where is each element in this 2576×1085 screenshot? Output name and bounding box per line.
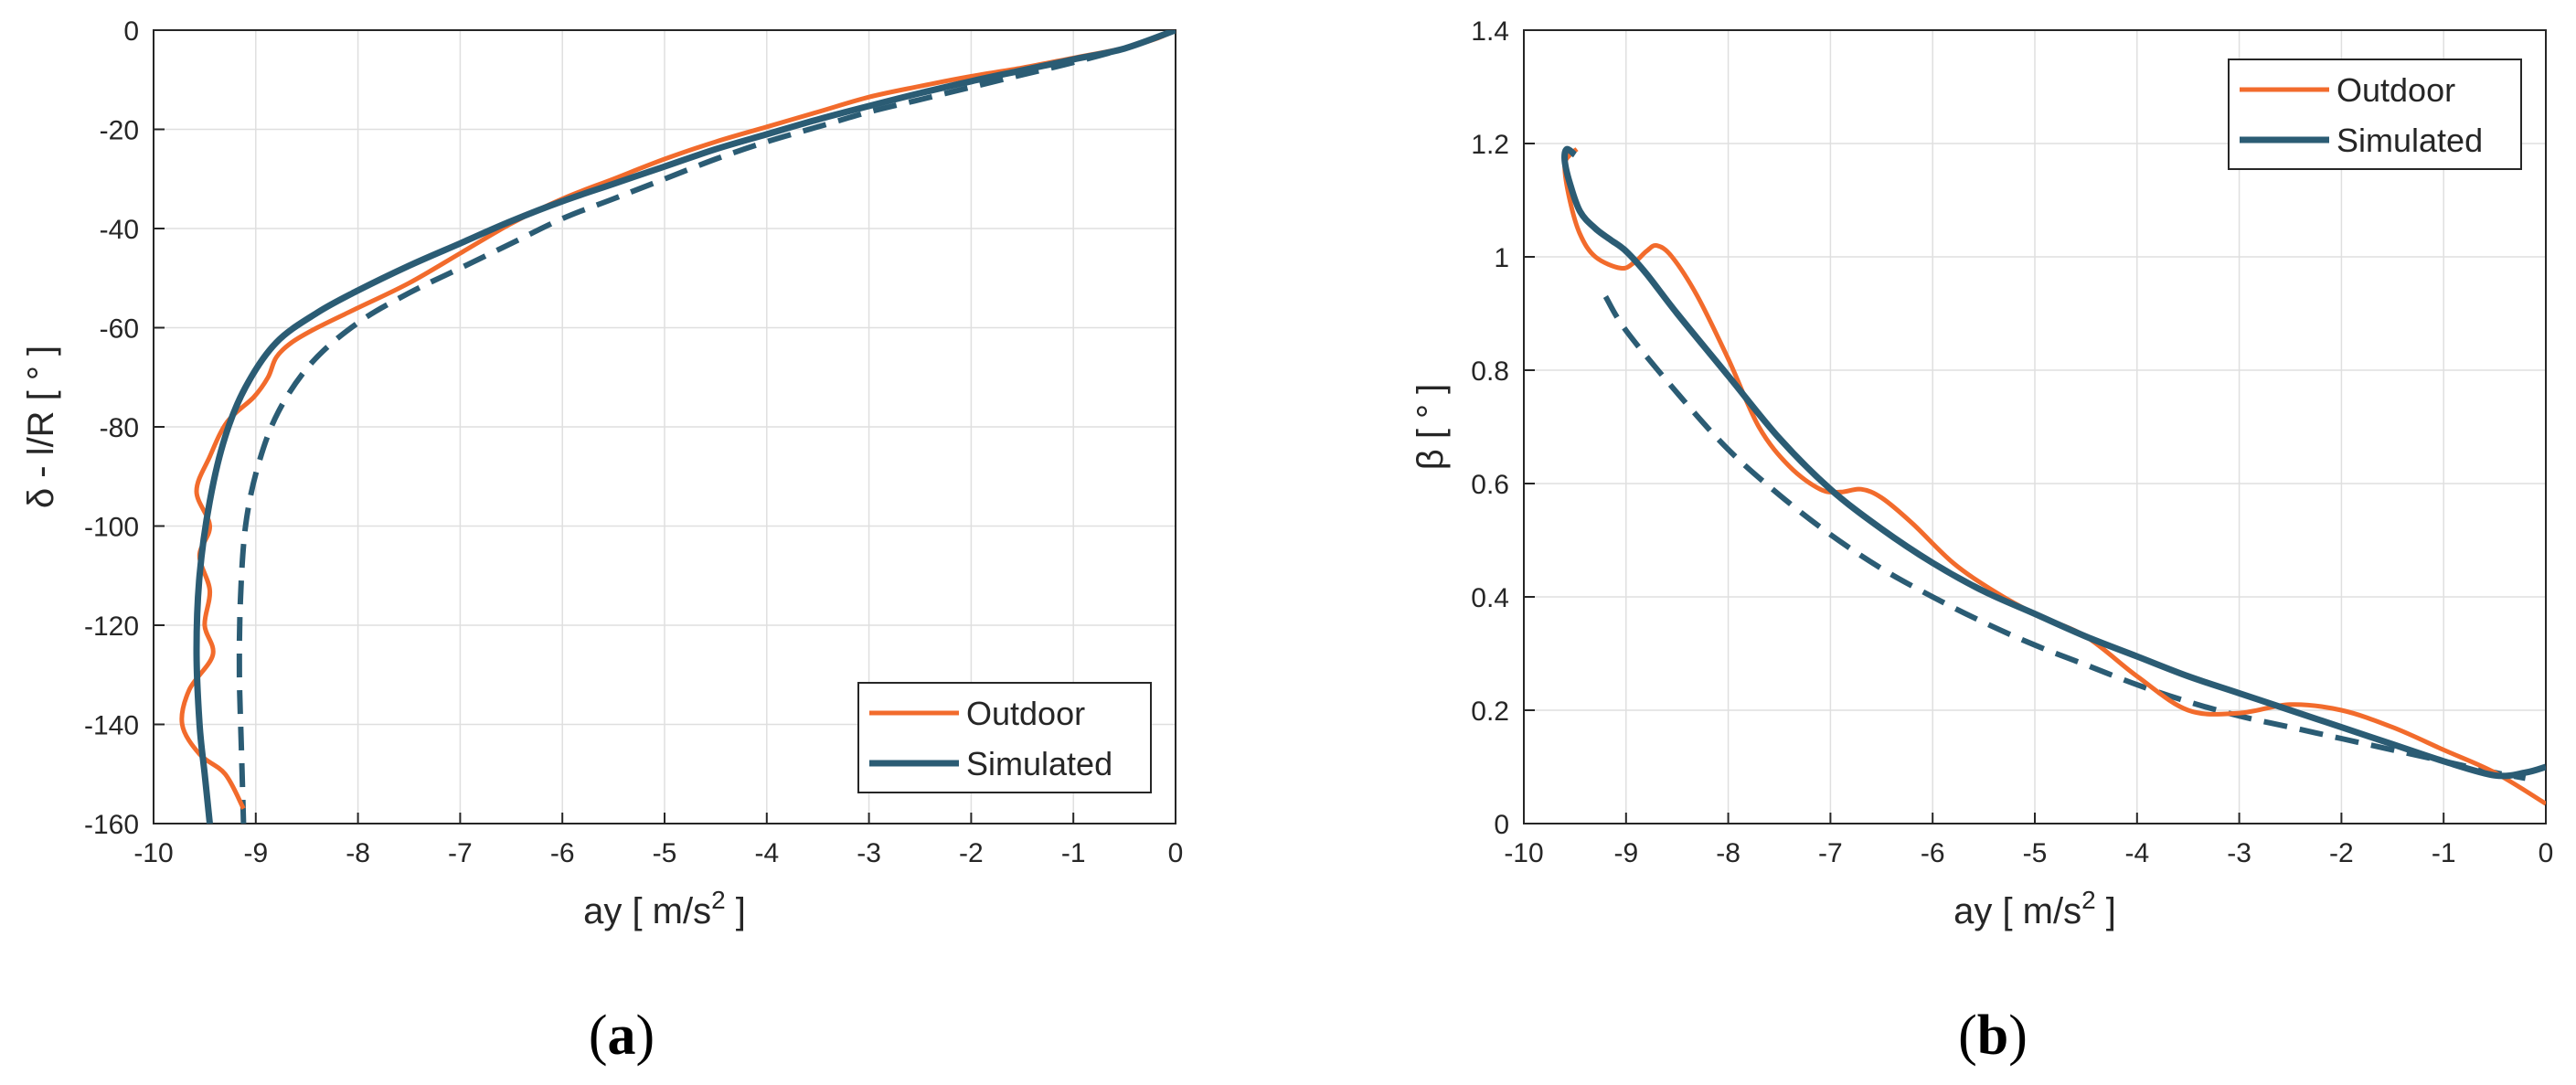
- subfigure-label-letter: a: [608, 1005, 636, 1067]
- y-tick-label: -60: [100, 314, 139, 345]
- x-tick-label: -9: [1613, 838, 1638, 868]
- y-tick-label: 0.8: [1471, 356, 1509, 387]
- x-tick-label: -7: [448, 838, 473, 868]
- x-tick-label: -2: [2329, 838, 2354, 868]
- y-tick-label: 0: [1494, 810, 1509, 840]
- y-axis-label: δ - l/R [ ° ]: [21, 346, 61, 508]
- x-tick-label: -6: [1921, 838, 1945, 868]
- x-tick-label: -4: [754, 838, 779, 868]
- x-tick-label: -1: [1061, 838, 1086, 868]
- subfigure-label-close: ): [636, 1005, 655, 1067]
- legend-label-outdoor: Outdoor: [966, 695, 1085, 732]
- x-tick-label: -3: [857, 838, 881, 868]
- subfigure-label-close: ): [2008, 1005, 2028, 1067]
- y-tick-label: -40: [100, 215, 139, 245]
- x-axis-label: ay [ m/s2 ]: [583, 886, 746, 931]
- x-axis-label-superscript: 2: [711, 886, 726, 914]
- x-tick-label: -5: [2023, 838, 2048, 868]
- y-tick-label: 1: [1494, 243, 1509, 273]
- subfigure-label-open: (: [1958, 1005, 1977, 1067]
- x-tick-label: -2: [959, 838, 984, 868]
- series-line-simulated: [193, 30, 1176, 824]
- chart-panel-a: -10 -9 -8 -7 -6 -5 -4 -3 -2 -1 0-160-140-120-100-8…: [21, 16, 1183, 1067]
- x-tick-label: -1: [2432, 838, 2456, 868]
- x-tick-label: 0: [2539, 838, 2554, 868]
- y-tick-label: -140: [84, 711, 139, 741]
- x-tick-label: -10: [133, 838, 173, 868]
- y-tick-label: 0: [123, 16, 139, 47]
- y-tick-label: 0.4: [1471, 583, 1509, 613]
- x-axis-label-main: ay [ m/s: [1953, 891, 2081, 931]
- series-line-outdoor: [179, 30, 1176, 810]
- ticks: -10 -9 -8 -7 -6 -5 -4 -3 -2 -1 000.20.40.60.811.21…: [1471, 16, 2553, 868]
- x-axis-label-main: ay [ m/s: [583, 891, 711, 931]
- x-axis-label-tail: ]: [2096, 891, 2116, 931]
- y-tick-label: -80: [100, 413, 139, 443]
- y-tick-label: 0.2: [1471, 697, 1509, 727]
- x-axis-label-superscript: 2: [2081, 886, 2096, 914]
- legend-label-outdoor: Outdoor: [2336, 71, 2455, 109]
- y-tick-label: 0.6: [1471, 470, 1509, 500]
- x-tick-label: -8: [1716, 838, 1740, 868]
- legend-label-simulated: Simulated: [2336, 122, 2483, 159]
- subfigure-label-open: (: [589, 1005, 608, 1067]
- subfigure-label: (b): [1958, 1005, 2028, 1067]
- x-tick-label: -9: [243, 838, 268, 868]
- series-line-simulated-dashed: [1602, 294, 2527, 782]
- legend: Outdoor Simulated: [2228, 59, 2522, 170]
- x-tick-label: -10: [1504, 838, 1543, 868]
- subfigure-label: (a): [589, 1005, 655, 1067]
- x-tick-label: -7: [1818, 838, 1843, 868]
- legend-box: [857, 682, 1152, 793]
- series-line-simulated-dashed: [236, 30, 1176, 824]
- y-tick-label: 1.2: [1471, 130, 1509, 160]
- x-tick-label: -3: [2227, 838, 2251, 868]
- series-group: [179, 30, 1176, 824]
- subfigure-label-letter: b: [1977, 1005, 2008, 1067]
- x-tick-label: -5: [653, 838, 677, 868]
- x-tick-label: -4: [2124, 838, 2149, 868]
- legend: Outdoor Simulated: [857, 682, 1152, 793]
- ticks: -10 -9 -8 -7 -6 -5 -4 -3 -2 -1 0-160-140-120-100-8…: [84, 16, 1183, 868]
- y-tick-label: -160: [84, 810, 139, 840]
- chart-panel-b: -10 -9 -8 -7 -6 -5 -4 -3 -2 -1 000.20.40.60.811.21…: [1410, 16, 2553, 1067]
- y-tick-label: -120: [84, 612, 139, 642]
- x-tick-label: 0: [1168, 838, 1184, 868]
- x-axis-label: ay [ m/s2 ]: [1953, 886, 2116, 931]
- y-tick-label: 1.4: [1471, 16, 1509, 47]
- series-line-simulated: [1561, 145, 2546, 780]
- legend-label-simulated: Simulated: [966, 745, 1112, 782]
- legend-box: [2228, 59, 2522, 170]
- y-tick-label: -100: [84, 513, 139, 543]
- series-group: [1561, 145, 2546, 806]
- x-tick-label: -8: [346, 838, 370, 868]
- y-tick-label: -20: [100, 116, 139, 146]
- x-tick-label: -6: [550, 838, 575, 868]
- y-axis-label: β [ ° ]: [1410, 384, 1451, 471]
- x-axis-label-tail: ]: [726, 891, 746, 931]
